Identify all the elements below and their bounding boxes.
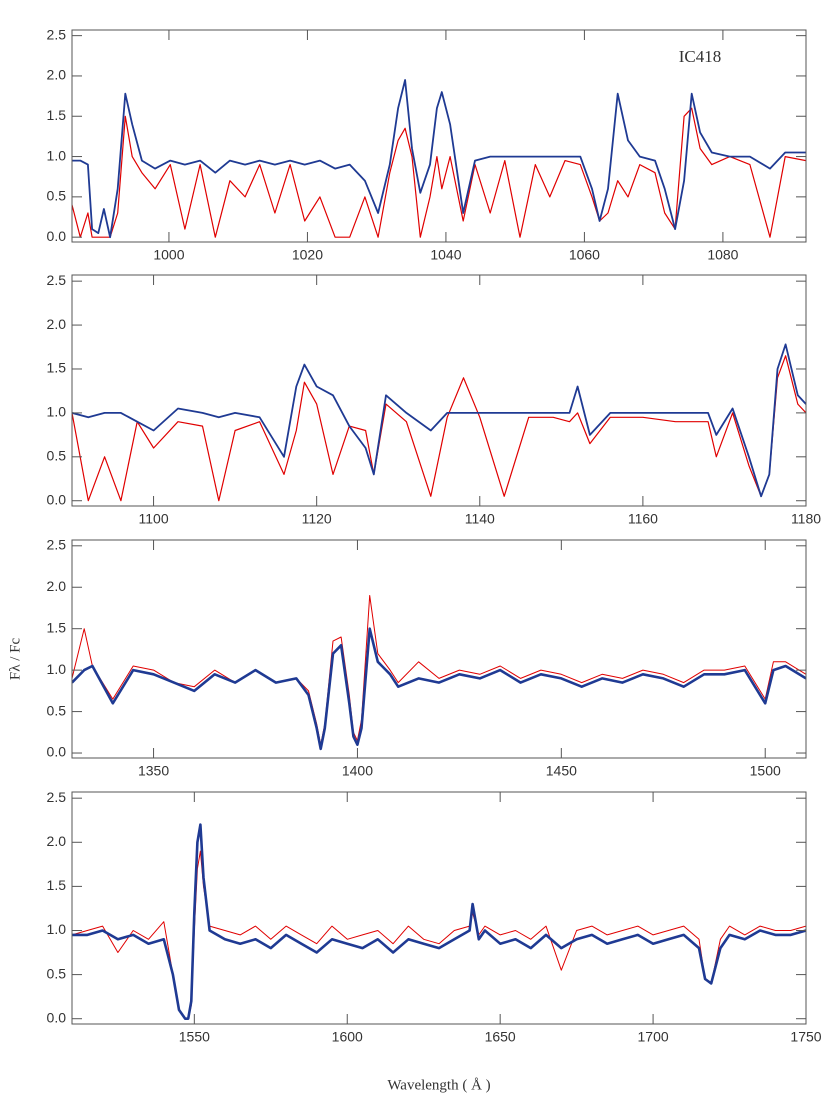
plot-frame: [71, 791, 807, 1025]
x-tick-label: 1020: [292, 247, 323, 263]
spectrum-line: [72, 355, 806, 502]
x-tick-label: 1550: [179, 1029, 210, 1045]
plot-frame: [71, 29, 807, 243]
y-tick-label: 1.0: [47, 147, 67, 163]
y-tick-label: 1.0: [47, 404, 67, 420]
y-tick-label: 1.5: [47, 107, 67, 123]
x-axis-label: Wavelength ( Å ): [387, 1077, 490, 1093]
spectrum-line: [72, 595, 806, 746]
y-tick-label: 0.5: [47, 448, 67, 464]
x-tick-label: 1060: [569, 247, 600, 263]
annotation: IC418: [679, 47, 722, 66]
plot-frame: [71, 539, 807, 759]
y-tick-label: 0.5: [47, 965, 67, 981]
panel: 0.0 0.5 1.0 1.5 2.0 2.5 1100 1120 1140 1160 1180 Fλ…: [7, 272, 821, 680]
x-tick-label: 1000: [153, 247, 184, 263]
y-tick-label: 2.5: [47, 272, 67, 288]
x-tick-label: 1600: [332, 1029, 363, 1045]
spectrum-line: [72, 850, 806, 1020]
y-axis-label: Fλ / Fc: [7, 638, 23, 681]
y-tick-label: 2.5: [47, 789, 67, 805]
y-tick-label: 2.0: [47, 316, 67, 332]
y-tick-label: 2.0: [47, 67, 67, 83]
x-tick-label: 1650: [485, 1029, 516, 1045]
y-tick-label: 0.0: [47, 1009, 67, 1025]
x-tick-label: 1700: [638, 1029, 669, 1045]
panel: 0.0 0.5 1.0 1.5 2.0 2.5 1550 1600 1650 1700 1750 Wa…: [47, 789, 822, 1094]
x-tick-label: 1120: [302, 511, 332, 527]
y-tick-label: 1.0: [47, 661, 67, 677]
x-tick-label: 1450: [546, 763, 577, 779]
y-tick-label: 1.5: [47, 360, 67, 376]
y-tick-label: 1.5: [47, 877, 67, 893]
y-tick-label: 0.0: [47, 491, 67, 507]
y-tick-label: 2.5: [47, 26, 67, 42]
x-tick-label: 1100: [139, 511, 169, 527]
panel: 0.0 0.5 1.0 1.5 2.0 2.5 1350 1400 1450 1500: [47, 537, 807, 779]
x-tick-label: 1140: [465, 511, 495, 527]
x-tick-label: 1500: [750, 763, 781, 779]
spectrum-line: [72, 107, 806, 238]
y-tick-label: 0.5: [47, 188, 67, 204]
spectrum-line: [72, 823, 806, 1020]
x-tick-label: 1400: [342, 763, 373, 779]
y-tick-label: 0.0: [47, 744, 67, 760]
x-tick-label: 1160: [628, 511, 658, 527]
x-tick-label: 1080: [707, 247, 738, 263]
x-tick-label: 1040: [430, 247, 461, 263]
plot-frame: [71, 274, 807, 507]
panel: 0.0 0.5 1.0 1.5 2.0 2.5 1000 1020 1040 1060 1080 IC…: [47, 26, 807, 263]
x-tick-label: 1180: [791, 511, 821, 527]
y-tick-label: 2.0: [47, 833, 67, 849]
spectrum-line: [72, 79, 806, 239]
y-tick-label: 0.5: [47, 702, 67, 718]
spectrum-line: [72, 627, 806, 751]
y-tick-label: 1.5: [47, 619, 67, 635]
y-tick-label: 2.0: [47, 578, 67, 594]
spectrum-line: [72, 343, 806, 498]
x-tick-label: 1750: [790, 1029, 821, 1045]
y-tick-label: 1.0: [47, 921, 67, 937]
x-tick-label: 1350: [138, 763, 169, 779]
y-tick-label: 2.5: [47, 537, 67, 553]
y-tick-label: 0.0: [47, 228, 67, 244]
